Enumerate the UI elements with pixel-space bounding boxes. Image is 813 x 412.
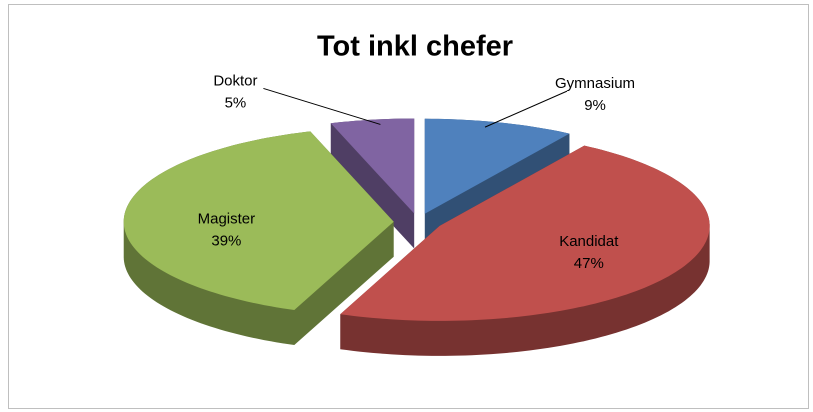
data-label-value: 47% [574,255,604,272]
leader-line [263,87,381,125]
slice [123,131,394,311]
slice [424,118,570,214]
chart-title: Tot inkl chefer [317,31,513,63]
slice [340,145,710,321]
data-label-value: 39% [211,233,241,250]
data-label-name: Doktor [213,72,257,89]
data-label-name: Magister [198,211,256,228]
data-label-name: Kandidat [559,233,619,250]
data-label-value: 5% [225,94,247,111]
leader-line [484,90,568,128]
slice [330,118,415,214]
data-label-value: 9% [584,97,606,114]
data-label-name: Gymnasium [555,75,635,92]
